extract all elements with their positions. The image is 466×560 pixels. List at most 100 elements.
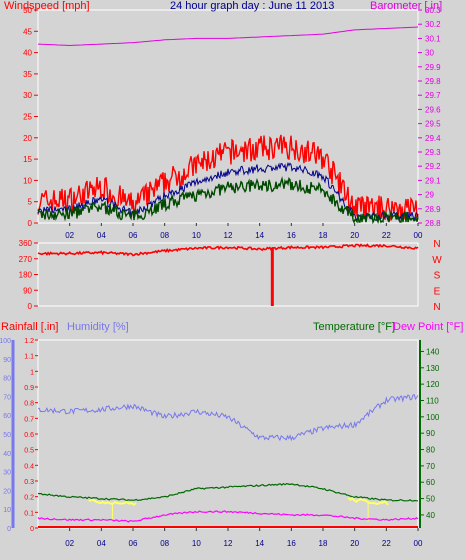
wind-y-tick-label: 30 — [23, 91, 32, 100]
temp-y-tick-label: 50 — [426, 495, 435, 504]
temp-x-tick-label: 04 — [97, 539, 106, 548]
rain-axis-title: Rainfall [.in] — [1, 321, 58, 333]
temp-x-tick-label: 10 — [192, 539, 201, 548]
wind-y-tick-label: 15 — [23, 155, 32, 164]
temp-y-tick-label: 90 — [426, 429, 435, 438]
wind-x-tick-label: 14 — [255, 231, 264, 240]
temp-axis-title: Temperature [°F] — [313, 321, 395, 333]
wind-y-tick-label: 10 — [23, 176, 32, 185]
dir-y-tick-label: 0 — [28, 302, 33, 311]
baro-y-tick-label: 28.8 — [425, 219, 441, 228]
humidity-y-tick-label: 20 — [3, 488, 11, 495]
dir-y-tick-label: 270 — [19, 255, 33, 264]
baro-y-tick-label: 29.3 — [425, 148, 441, 157]
compass-label: N — [433, 302, 440, 313]
dew-point-line — [37, 510, 419, 523]
solar-highlight-segment — [347, 496, 389, 506]
temp-x-tick-label: 06 — [129, 539, 138, 548]
barometer-line — [37, 26, 419, 47]
baro-y-tick-label: 29.1 — [425, 176, 441, 185]
temp-x-tick-label: 00 — [414, 539, 423, 548]
wind-x-tick-label: 02 — [65, 231, 74, 240]
temp-x-tick-label: 20 — [350, 539, 359, 548]
wind-x-tick-label: 10 — [192, 231, 201, 240]
direction-plot-area — [37, 242, 419, 307]
compass-label: E — [434, 286, 441, 297]
rain-y-tick-label: 0.2 — [24, 495, 34, 502]
temp-x-tick-label: 16 — [287, 539, 296, 548]
humidity-y-tick-label: 80 — [3, 376, 11, 383]
baro-y-tick-label: 30.1 — [425, 34, 441, 43]
rain-y-tick-label: 1 — [30, 369, 34, 376]
wind-y-tick-label: 0 — [28, 219, 33, 228]
compass-label: S — [434, 271, 441, 282]
wind-y-tick-label: 45 — [23, 27, 32, 36]
dew-axis-title: Dew Point [°F] — [393, 321, 463, 333]
baro-y-tick-label: 28.9 — [425, 205, 441, 214]
wind-x-tick-label: 12 — [224, 231, 233, 240]
baro-y-tick-label: 29 — [425, 191, 434, 200]
wind-plot-area — [37, 9, 419, 224]
wind-speed-line — [37, 161, 419, 223]
rain-y-tick-label: 1.2 — [24, 338, 34, 345]
temperature-line — [37, 482, 418, 502]
rain-y-tick-label: 0.4 — [24, 463, 34, 470]
temp-x-tick-label: 08 — [160, 539, 169, 548]
wind-axis-title: Windspeed [mph] — [4, 0, 90, 12]
wind-x-tick-label: 08 — [160, 231, 169, 240]
humidity-y-tick-label: 30 — [3, 470, 11, 477]
wind-x-tick-label: 04 — [97, 231, 106, 240]
humidity-y-tick-label: 60 — [3, 413, 11, 420]
temp-x-tick-label: 22 — [382, 539, 391, 548]
temp-y-tick-label: 60 — [426, 478, 435, 487]
dir-y-tick-label: 180 — [19, 271, 33, 280]
wind-average-line — [37, 176, 419, 225]
temp-y-tick-label: 70 — [426, 462, 435, 471]
rain-y-tick-label: 0.8 — [24, 401, 34, 408]
temp-x-tick-label: 14 — [255, 539, 264, 548]
baro-y-tick-label: 29.7 — [425, 91, 441, 100]
wind-y-tick-label: 25 — [23, 113, 32, 122]
dir-y-tick-label: 360 — [19, 239, 33, 248]
humidity-y-tick-label: 90 — [3, 357, 11, 364]
dir-y-tick-label: 90 — [23, 286, 32, 295]
baro-y-tick-label: 30 — [425, 49, 434, 58]
rain-y-tick-label: 0.5 — [24, 448, 34, 455]
wind-y-tick-label: 50 — [23, 6, 32, 15]
rain-y-tick-label: 0.3 — [24, 479, 34, 486]
baro-y-tick-label: 29.6 — [425, 105, 441, 114]
rain-y-tick-label: 0 — [30, 526, 34, 533]
humidity-y-tick-label: 40 — [3, 451, 11, 458]
wind-x-tick-label: 22 — [382, 231, 391, 240]
temp-x-tick-label: 12 — [224, 539, 233, 548]
baro-y-tick-label: 29.2 — [425, 162, 441, 171]
wind-x-tick-label: 16 — [287, 231, 296, 240]
wind-y-tick-label: 35 — [23, 70, 32, 79]
rain-y-tick-label: 0.1 — [24, 510, 34, 517]
rain-y-tick-label: 0.9 — [24, 385, 34, 392]
wind-direction-line — [37, 243, 419, 257]
rain-y-tick-label: 1.1 — [24, 354, 34, 361]
wind-y-tick-label: 5 — [28, 198, 33, 207]
humidity-y-tick-label: 70 — [3, 394, 11, 401]
compass-label: N — [433, 239, 440, 250]
temp-y-tick-label: 140 — [426, 347, 440, 356]
chart-title: 24 hour graph day : June 11 2013 — [170, 0, 334, 12]
solar-highlight-segment — [88, 498, 137, 506]
temp-y-tick-label: 100 — [426, 413, 440, 422]
baro-y-tick-label: 29.9 — [425, 63, 441, 72]
baro-y-tick-label: 30.3 — [425, 6, 441, 15]
wind-x-tick-label: 06 — [129, 231, 138, 240]
humidity-axis-title: Humidity [%] — [67, 321, 129, 333]
humidity-y-tick-label: 100 — [0, 338, 11, 345]
wind-y-tick-label: 20 — [23, 134, 32, 143]
temp-y-tick-label: 130 — [426, 364, 440, 373]
wind-x-tick-label: 18 — [319, 231, 328, 240]
baro-y-tick-label: 29.8 — [425, 77, 441, 86]
temp-y-tick-label: 80 — [426, 446, 435, 455]
humidity-y-tick-label: 0 — [7, 526, 11, 533]
baro-y-tick-label: 29.5 — [425, 120, 441, 129]
humidity-line — [37, 393, 419, 442]
wind-x-tick-label: 00 — [414, 231, 423, 240]
